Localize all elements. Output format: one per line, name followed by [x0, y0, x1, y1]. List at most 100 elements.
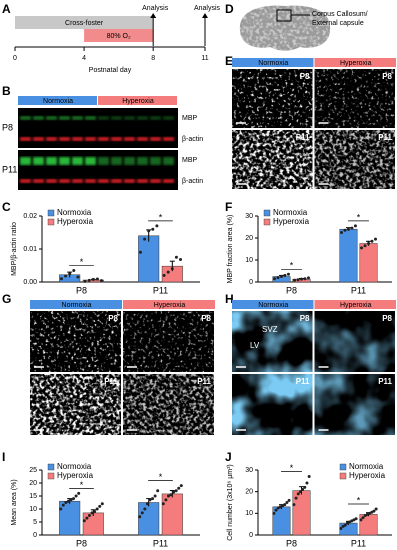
data-point: [77, 491, 81, 495]
data-point: [68, 272, 72, 276]
age-label: P11: [378, 133, 392, 142]
y-tick-label: 30: [245, 213, 253, 220]
band: [124, 179, 135, 183]
data-point: [143, 507, 147, 511]
data-point: [170, 267, 174, 271]
legend-label: Hyperoxia: [273, 217, 310, 226]
panel-letter: D: [225, 2, 234, 16]
data-point: [305, 481, 309, 485]
data-point: [279, 275, 283, 278]
y-tick-label: 0: [249, 279, 253, 286]
data-point: [59, 277, 63, 281]
band: [33, 137, 44, 141]
legend-label: Hyperoxia: [349, 471, 386, 480]
panel-letter: H: [225, 292, 234, 306]
legend-label: Normoxia: [273, 208, 308, 217]
data-point: [91, 277, 95, 281]
group-label: Hyperoxia: [340, 60, 372, 67]
data-point: [350, 226, 354, 230]
group-header: [98, 96, 177, 105]
data-point: [153, 494, 157, 498]
x-tick-label: P11: [153, 285, 168, 295]
x-tick-label: P8: [286, 538, 297, 548]
data-point: [174, 255, 178, 259]
band: [33, 179, 44, 183]
data-point: [370, 239, 374, 243]
significance-label: *: [159, 472, 163, 482]
data-point: [87, 514, 91, 517]
data-point: [156, 489, 160, 493]
arrow-head: [150, 13, 157, 18]
data-point: [74, 494, 78, 498]
band: [20, 179, 31, 183]
band: [150, 179, 161, 183]
y-tick-label: 0: [249, 532, 253, 539]
band: [98, 137, 109, 141]
x-tick-label: P8: [76, 285, 87, 295]
band: [20, 116, 31, 120]
y-axis-title: MBP fraction area (%): [227, 215, 234, 284]
data-point: [161, 502, 165, 506]
age-label: P11: [197, 377, 211, 386]
y-tick-label: 0.02: [23, 213, 37, 220]
micrograph-signal: [314, 311, 395, 372]
band: [72, 116, 83, 120]
data-point: [162, 273, 166, 277]
data-point: [360, 246, 364, 250]
band: [111, 179, 122, 183]
bar: [339, 522, 358, 536]
data-point: [151, 497, 155, 501]
significance-label: *: [290, 463, 294, 473]
data-point: [82, 519, 86, 523]
panel-letter: B: [2, 84, 11, 98]
data-point: [306, 276, 310, 280]
data-point: [359, 518, 363, 522]
data-point: [64, 501, 68, 504]
band: [46, 157, 57, 165]
legend-swatch: [47, 463, 55, 471]
group-label: Normoxia: [258, 302, 288, 309]
data-point: [307, 475, 311, 478]
tick-label: 8: [151, 55, 155, 62]
group-header: [18, 96, 97, 105]
data-point: [367, 242, 371, 245]
data-point: [272, 511, 276, 515]
significance-label: *: [290, 261, 294, 271]
band: [72, 179, 83, 183]
data-point: [343, 523, 347, 527]
group-header: [314, 300, 396, 309]
data-point: [100, 502, 104, 506]
data-point: [287, 498, 291, 502]
band: [46, 137, 57, 141]
data-point: [166, 494, 170, 498]
region-label: Corpus Callosum/: [312, 11, 368, 18]
significance-label: *: [80, 480, 84, 490]
bar: [138, 502, 160, 536]
group-label: Hyperoxia: [122, 98, 154, 105]
y-tick-label: 10: [245, 257, 253, 264]
data-point: [76, 275, 80, 279]
band: [137, 137, 148, 141]
micrograph-signal: [232, 374, 313, 435]
data-point: [283, 273, 287, 277]
brain-texture: [239, 5, 331, 51]
band-label: MBP: [182, 115, 198, 122]
micrograph-signal: [232, 130, 313, 189]
group-header: [30, 300, 122, 309]
group-header: [232, 58, 314, 67]
band: [124, 116, 135, 120]
data-point: [340, 231, 344, 234]
significance-label: *: [80, 257, 84, 267]
data-point: [100, 279, 104, 283]
y-tick-label: 0: [33, 532, 37, 539]
data-point: [276, 276, 280, 280]
band: [46, 179, 57, 183]
legend-label: Normoxia: [57, 208, 92, 217]
data-point: [300, 277, 304, 281]
micrograph-signal: [314, 130, 395, 189]
data-point: [301, 488, 305, 491]
data-point: [85, 516, 89, 520]
data-point: [90, 511, 94, 515]
data-point: [155, 224, 159, 228]
legend-swatch: [339, 463, 347, 471]
